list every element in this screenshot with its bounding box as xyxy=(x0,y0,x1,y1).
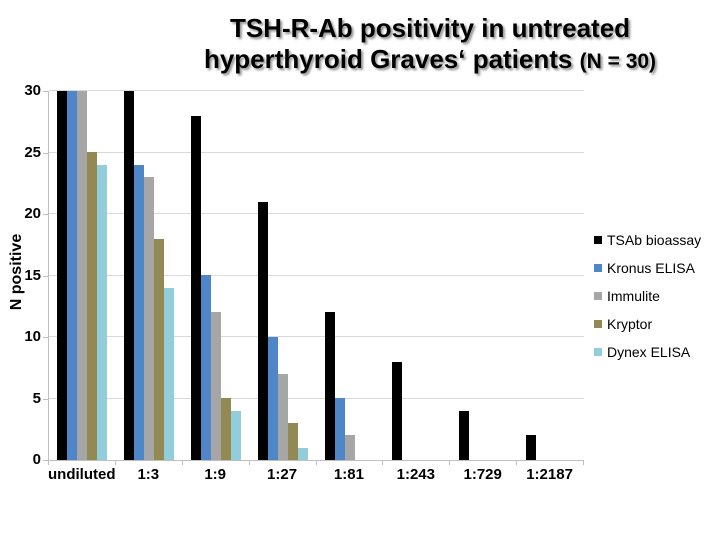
y-axis-tick-label: 0 xyxy=(32,451,41,468)
chart-title-sample-size: (N = 30) xyxy=(579,50,657,73)
bar-kryptor-1-27 xyxy=(288,423,299,460)
legend: TSAb bioassay Kronus ELISA Immulite Kryptor… xyxy=(594,226,701,366)
x-axis-label-1-729: 1:729 xyxy=(463,466,502,483)
legend-swatch-dynex-elisa xyxy=(594,348,602,356)
bar-group-1-2187 xyxy=(517,91,584,460)
bar-group-undiluted xyxy=(49,91,116,460)
bar-kronus-elisa-undiluted xyxy=(67,91,78,460)
y-axis-tick-label: 25 xyxy=(24,143,41,161)
x-axis-tick-mark xyxy=(182,461,183,465)
bar-group-1-3 xyxy=(116,91,183,460)
x-axis-label-undiluted: undiluted xyxy=(48,466,116,483)
x-axis-tick-mark xyxy=(48,461,49,465)
bar-dynex-elisa-1-9 xyxy=(231,411,242,460)
x-axis-tick-mark xyxy=(316,461,317,465)
chart-title: TSH-R-Ab positivity in untreated hyperth… xyxy=(150,13,710,77)
chart-title-line1: TSH-R-Ab positivity in untreated xyxy=(229,13,631,43)
bar-tsab-bioassay-1-9 xyxy=(191,116,202,460)
legend-label: Dynex ELISA xyxy=(607,344,691,360)
x-axis-label-1-2187: 1:2187 xyxy=(526,466,573,483)
y-axis-tick-label: 10 xyxy=(24,328,41,345)
x-axis-tick-mark xyxy=(115,461,116,465)
legend-item-immulite: Immulite xyxy=(594,282,701,310)
y-axis-tick-label: 30 xyxy=(24,82,41,99)
x-axis-label-1-3: 1:3 xyxy=(137,466,160,483)
x-axis-tick-mark xyxy=(449,461,450,465)
legend-label: Kryptor xyxy=(607,316,653,332)
y-axis-tick-mark xyxy=(43,152,48,154)
y-axis-tick-mark xyxy=(43,337,48,338)
bar-kronus-elisa-1-27 xyxy=(268,337,279,460)
legend-label: TSAb bioassay xyxy=(607,232,702,248)
y-axis-tick-mark xyxy=(43,91,48,92)
x-axis-tick-mark xyxy=(516,461,517,465)
legend-item-dynex-elisa: Dynex ELISA xyxy=(594,338,701,366)
bar-kryptor-1-3 xyxy=(154,239,165,460)
legend-label: Kronus ELISA xyxy=(607,260,695,276)
x-axis-label-1-243: 1:243 xyxy=(396,466,435,483)
bar-immulite-1-9 xyxy=(211,312,222,460)
legend-item-kryptor: Kryptor xyxy=(594,310,701,338)
gridline-20 xyxy=(49,213,584,214)
bar-tsab-bioassay-1-81 xyxy=(324,312,335,460)
y-axis-tick-mark xyxy=(43,275,48,277)
bar-tsab-bioassay-1-3 xyxy=(124,91,135,460)
chart-title-line2: hyperthyroid Graves‘ patients (N = 30) xyxy=(203,44,657,74)
bar-dynex-elisa-1-27 xyxy=(298,448,309,460)
bar-immulite-1-27 xyxy=(278,374,289,460)
bar-immulite-undiluted xyxy=(77,91,88,460)
bar-kryptor-undiluted xyxy=(87,152,98,460)
legend-swatch-immulite xyxy=(594,292,602,300)
x-axis-tick-mark xyxy=(249,461,250,465)
y-axis-tick-label: 20 xyxy=(24,205,41,222)
y-axis-tick-label: 5 xyxy=(32,389,41,407)
bar-kronus-elisa-1-3 xyxy=(134,165,145,460)
bar-group-1-81 xyxy=(317,91,384,460)
legend-item-tsab-bioassay: TSAb bioassay xyxy=(594,226,701,254)
legend-label: Immulite xyxy=(607,288,660,304)
bar-tsab-bioassay-1-729 xyxy=(458,411,469,460)
bar-tsab-bioassay-undiluted xyxy=(57,91,68,460)
bar-tsab-bioassay-1-27 xyxy=(258,202,269,460)
bar-dynex-elisa-1-3 xyxy=(164,288,175,460)
legend-swatch-kronus-elisa xyxy=(594,264,602,272)
bar-tsab-bioassay-1-2187 xyxy=(525,435,536,460)
y-axis-tick-mark xyxy=(43,460,48,461)
bar-kryptor-1-9 xyxy=(221,398,232,460)
y-axis-tick-mark xyxy=(43,214,48,215)
x-axis-tick-mark xyxy=(583,461,584,465)
x-axis-label-1-81: 1:81 xyxy=(333,466,364,483)
legend-swatch-kryptor xyxy=(594,320,602,328)
bar-group-1-243 xyxy=(383,91,450,460)
bar-group-1-729 xyxy=(450,91,517,460)
x-axis-tick-mark xyxy=(382,461,383,465)
bar-group-1-9 xyxy=(183,91,250,460)
bar-kronus-elisa-1-81 xyxy=(334,398,345,460)
bar-immulite-1-81 xyxy=(344,435,355,460)
bar-kronus-elisa-1-9 xyxy=(201,275,212,460)
gridline-25 xyxy=(49,151,584,153)
gridline-30 xyxy=(49,90,584,91)
bar-group-1-27 xyxy=(250,91,317,460)
bar-dynex-elisa-undiluted xyxy=(97,165,108,460)
y-axis-tick-label: 15 xyxy=(24,266,41,284)
x-axis-label-1-9: 1:9 xyxy=(204,466,227,483)
gridline-5 xyxy=(49,397,584,399)
x-axis-label-1-27: 1:27 xyxy=(267,466,298,483)
legend-swatch-tsab-bioassay xyxy=(594,236,602,244)
legend-item-kronus-elisa: Kronus ELISA xyxy=(594,254,701,282)
gridline-15 xyxy=(49,274,584,276)
y-axis-tick-mark xyxy=(43,398,48,400)
gridline-10 xyxy=(49,336,584,337)
bar-immulite-1-3 xyxy=(144,177,155,460)
bar-tsab-bioassay-1-243 xyxy=(391,362,402,460)
plot-area xyxy=(48,90,584,461)
